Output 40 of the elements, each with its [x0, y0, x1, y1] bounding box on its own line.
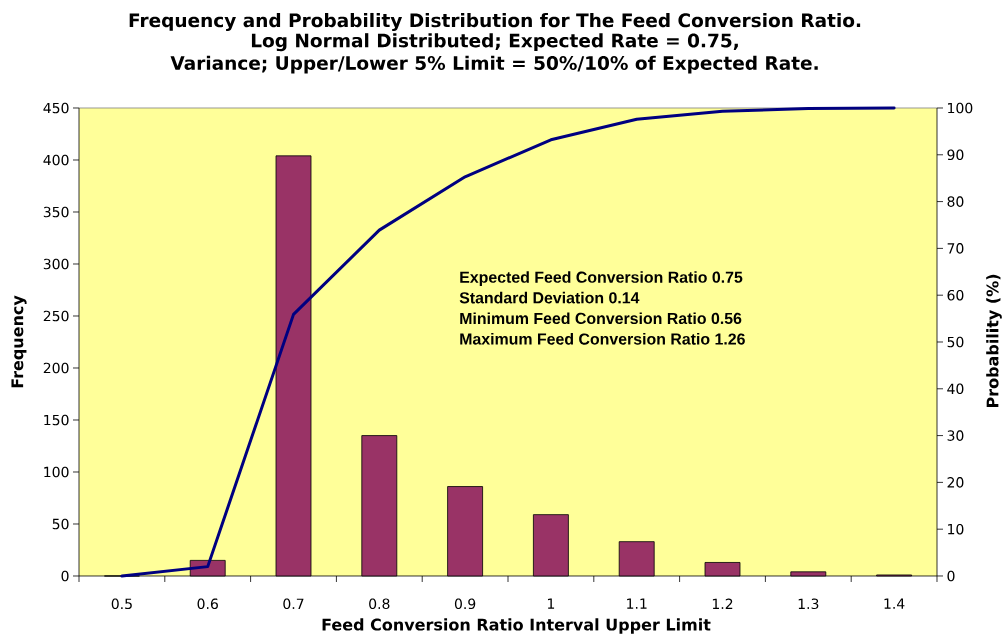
- y2-tick-label: 80: [947, 196, 964, 207]
- y2-tick-label: 70: [947, 243, 964, 254]
- y-tick-label: 200: [43, 362, 69, 374]
- x-tick-label: 1.4: [884, 598, 905, 609]
- x-tick-label: 0.8: [369, 598, 390, 610]
- x-tick-label: 1.2: [712, 598, 733, 609]
- y-tick-label: 450: [43, 102, 69, 114]
- y-tick-label: 100: [44, 466, 69, 478]
- x-tick-label: 1.1: [627, 598, 647, 609]
- y-tick-label: 300: [43, 258, 69, 270]
- y-tick-label: 0: [61, 570, 69, 582]
- x-tick-label: 0.5: [111, 598, 132, 610]
- y-tick-label: 350: [43, 206, 69, 218]
- chart-title: Frequency and Probability Distribution for The Feed Conversion Ratio.: [129, 12, 861, 32]
- x-axis-title: Feed Conversion Ratio Interval Upper Limit: [322, 618, 711, 634]
- y2-tick-label: 50: [947, 336, 964, 348]
- annotation: Standard Deviation 0.14: [459, 291, 640, 304]
- y-axis-title: Frequency: [11, 295, 27, 388]
- y-tick-label: 50: [52, 518, 69, 530]
- y2-tick-label: 30: [947, 430, 964, 441]
- y2-tick-label: 20: [947, 477, 964, 488]
- x-tick-label: 1: [547, 598, 555, 609]
- x-tick-label: 0.9: [454, 598, 476, 610]
- y2-tick-label: 90: [947, 149, 964, 161]
- annotation: Minimum Feed Conversion Ratio 0.56: [460, 312, 742, 325]
- y-tick-label: 150: [44, 414, 69, 426]
- y2-tick-label: 100: [948, 102, 973, 114]
- y2-tick-label: 0: [947, 570, 955, 582]
- annotation: Maximum Feed Conversion Ratio 1.26: [460, 332, 745, 345]
- y2-tick-label: 40: [947, 383, 964, 395]
- y2-tick-label: 10: [948, 523, 964, 535]
- chart-subtitle: Log Normal Distributed; Expected Rate = 0.75, Variance; Upper/Lower 5% Limit = 50%/10% of Expected Rate.: [170, 33, 818, 74]
- x-tick-label: 0.7: [283, 598, 304, 610]
- y-tick-label: 250: [43, 310, 69, 322]
- annotation: Expected Feed Conversion Ratio 0.75: [460, 271, 743, 287]
- x-tick-label: 1.3: [798, 598, 819, 610]
- x-tick-label: 0.6: [197, 598, 218, 610]
- y2-tick-label: 60: [947, 289, 964, 301]
- y-tick-label: 400: [43, 154, 69, 166]
- y2-axis-title: Probability (%): [986, 274, 1002, 408]
